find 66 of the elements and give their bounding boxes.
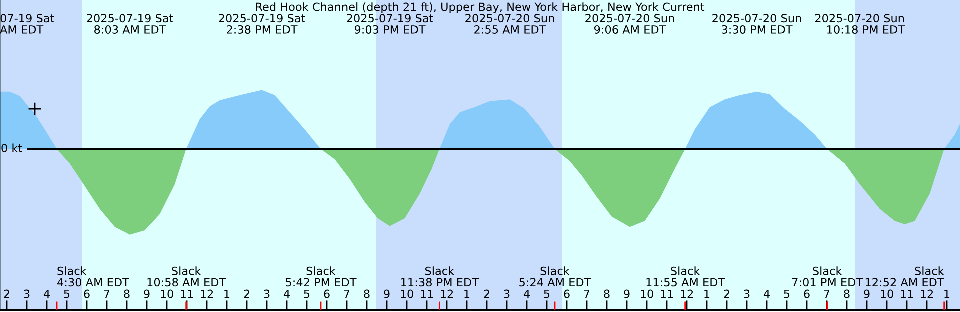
x-tick-label: 12 [681, 290, 694, 298]
x-tick-label: 6 [804, 290, 810, 298]
x-tick-label: 9 [864, 290, 870, 298]
x-tick-label: 9 [384, 290, 390, 298]
x-tick-label: 2 [484, 290, 490, 298]
x-tick-label: 11 [181, 290, 194, 298]
x-tick-label: 3 [504, 290, 510, 298]
x-tick-label: 6 [564, 290, 570, 298]
text: Slack 5:42 PM EDT [286, 266, 357, 287]
x-tick-label: 10 [401, 290, 414, 298]
x-tick-label: 8 [364, 290, 370, 298]
x-tick-label: 10 [641, 290, 654, 298]
x-tick-label: 8 [604, 290, 610, 298]
text: 2025-07-20 Sun 3:30 PM EDT [712, 14, 802, 34]
x-tick-label: 1 [944, 290, 950, 298]
text: 2025-07-19 Sat 2:38 PM EDT [219, 14, 306, 34]
x-tick-label: 10 [161, 290, 174, 298]
x-tick-label: 7 [584, 290, 590, 298]
text: 2025-07-19 Sat 9:03 PM EDT [347, 14, 434, 34]
text: Slack 11:38 PM EDT [402, 266, 480, 287]
x-tick-label: 7 [344, 290, 350, 298]
x-tick-label: 11 [661, 290, 674, 298]
x-tick-label: 2 [724, 290, 730, 298]
text: 07-19 Sat AM EDT [0, 14, 54, 34]
text: Slack 7:01 PM EDT [792, 266, 864, 287]
x-tick-label: 12 [921, 290, 934, 298]
text: Slack 12:52 AM EDT [866, 266, 944, 287]
x-tick-label: 9 [624, 290, 630, 298]
text: 2025-07-20 Sun 2:55 AM EDT [466, 14, 554, 34]
x-tick-label: 5 [64, 290, 70, 298]
text: Slack 4:30 AM EDT [58, 266, 130, 287]
x-tick-label: 4 [764, 290, 770, 298]
x-tick-label: 3 [24, 290, 30, 298]
x-tick-label: 6 [84, 290, 90, 298]
x-tick-label: 4 [284, 290, 290, 298]
text: Slack 10:58 AM EDT [148, 266, 226, 287]
x-tick-label: 12 [441, 290, 454, 298]
text: Slack 5:24 AM EDT [520, 266, 592, 287]
x-tick-label: 5 [784, 290, 790, 298]
x-tick-label: 10 [881, 290, 894, 298]
x-tick-label: 11 [901, 290, 914, 298]
x-tick-label: 6 [324, 290, 330, 298]
x-tick-label: 1 [224, 290, 230, 298]
x-tick-label: 4 [524, 290, 530, 298]
x-tick-label: 9 [144, 290, 150, 298]
x-tick-label: 5 [544, 290, 550, 298]
x-tick-label: 7 [104, 290, 110, 298]
x-tick-label: 8 [124, 290, 130, 298]
x-tick-label: 3 [264, 290, 270, 298]
x-tick-label: 1 [464, 290, 470, 298]
x-tick-label: 2 [4, 290, 10, 298]
x-tick-label: 3 [744, 290, 750, 298]
x-tick-label: 2 [244, 290, 250, 298]
x-tick-label: 8 [844, 290, 850, 298]
text: 2025-07-20 Sun 10:18 PM EDT [815, 14, 906, 34]
x-tick-label: 11 [421, 290, 434, 298]
x-tick-label: 12 [201, 290, 214, 298]
text: 2025-07-19 Sat 8:03 AM EDT [87, 14, 174, 34]
text: Slack 11:55 AM EDT [646, 266, 726, 287]
x-tick-label: 1 [704, 290, 710, 298]
ref-line-label: 0 kt [2, 144, 22, 153]
x-tick-label: 4 [44, 290, 50, 298]
x-tick-label: 5 [304, 290, 310, 298]
chart-title: Red Hook Channel (depth 21 ft), Upper Bay, New York Harbor, New York Current [256, 2, 705, 14]
x-tick-label: 7 [824, 290, 830, 298]
text: 2025-07-20 Sun 9:06 AM EDT [586, 14, 674, 34]
